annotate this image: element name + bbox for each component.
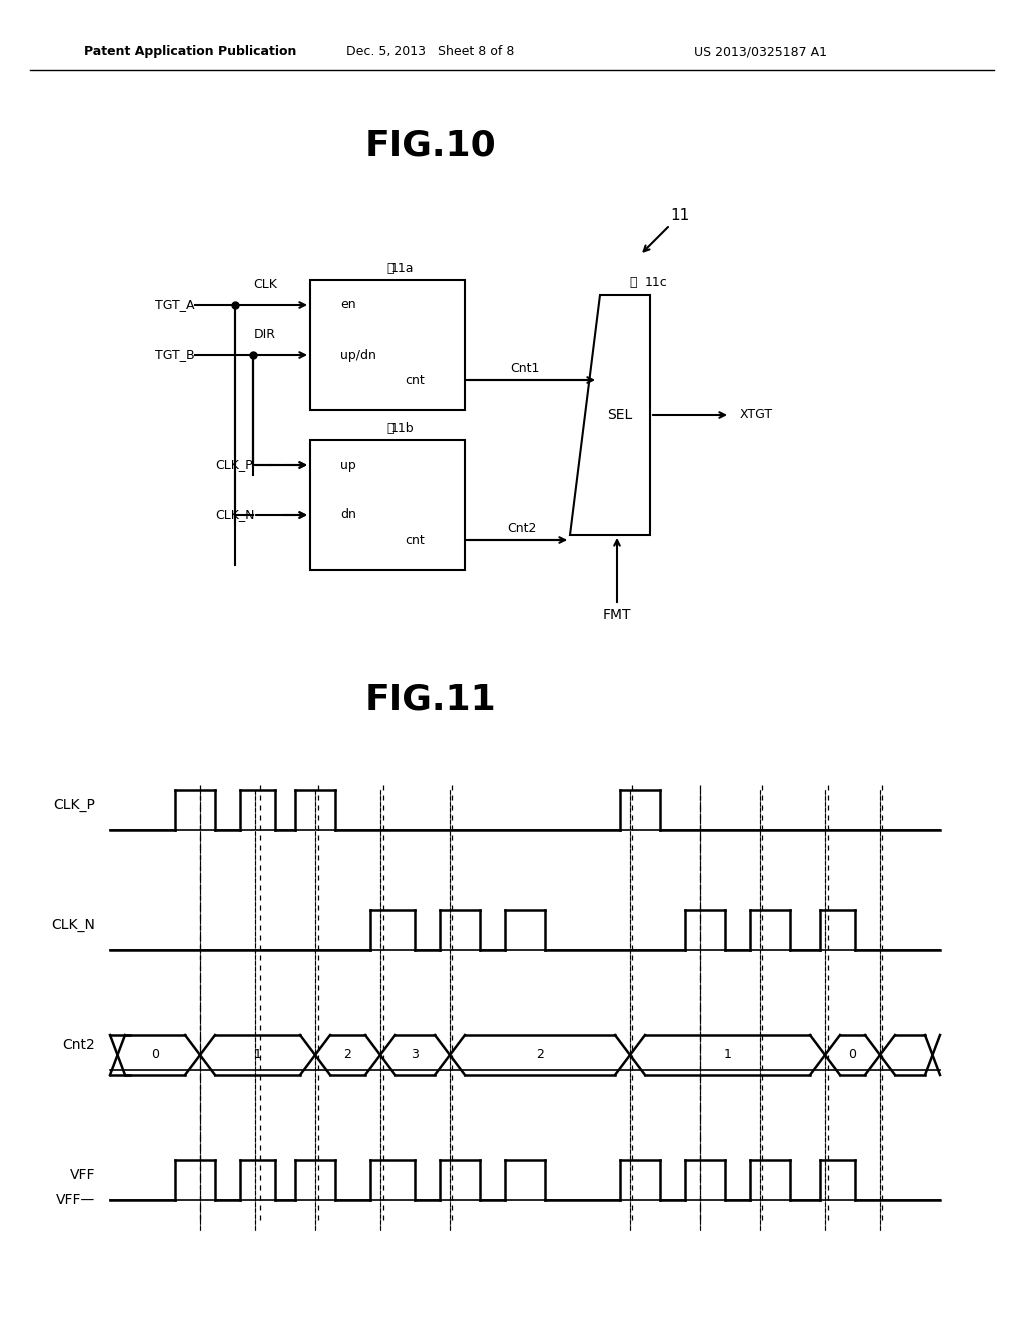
Text: CLK_N: CLK_N [215, 508, 255, 521]
Text: Cnt1: Cnt1 [510, 362, 540, 375]
Text: TGT_A: TGT_A [155, 298, 195, 312]
Text: FIG.10: FIG.10 [365, 128, 496, 162]
Text: dn: dn [340, 508, 356, 521]
Text: US 2013/0325187 A1: US 2013/0325187 A1 [693, 45, 826, 58]
Text: 1: 1 [254, 1048, 261, 1061]
Text: 3: 3 [411, 1048, 419, 1061]
Text: 2: 2 [344, 1048, 351, 1061]
Text: ⎰: ⎰ [630, 276, 637, 289]
Text: Cnt2: Cnt2 [507, 521, 537, 535]
Text: en: en [340, 298, 355, 312]
Text: 11a: 11a [390, 261, 414, 275]
Text: cnt: cnt [406, 533, 425, 546]
Text: 0: 0 [151, 1048, 159, 1061]
Text: Cnt2: Cnt2 [62, 1038, 95, 1052]
Text: ⎰: ⎰ [386, 261, 394, 275]
Text: Patent Application Publication: Patent Application Publication [84, 45, 296, 58]
Bar [310, 440, 465, 570]
Text: VFF—: VFF— [55, 1193, 95, 1206]
Text: CLK_N: CLK_N [51, 917, 95, 932]
Text: CLK_P: CLK_P [53, 799, 95, 812]
Text: 1: 1 [724, 1048, 731, 1061]
Text: 11: 11 [671, 207, 689, 223]
Text: FIG.11: FIG.11 [365, 682, 496, 717]
Text: ⎰: ⎰ [386, 421, 394, 434]
Text: cnt: cnt [406, 374, 425, 387]
Text: TGT_B: TGT_B [155, 348, 195, 362]
Text: up/dn: up/dn [340, 348, 376, 362]
Bar [310, 280, 465, 411]
Text: Dec. 5, 2013   Sheet 8 of 8: Dec. 5, 2013 Sheet 8 of 8 [346, 45, 514, 58]
Text: up: up [340, 458, 355, 471]
Text: SEL: SEL [607, 408, 633, 422]
Text: 11c: 11c [645, 276, 668, 289]
Text: CLK_P: CLK_P [215, 458, 253, 471]
Text: 11b: 11b [390, 421, 414, 434]
Text: FMT: FMT [603, 609, 631, 622]
Text: VFF: VFF [70, 1168, 95, 1181]
Text: XTGT: XTGT [740, 408, 773, 421]
Polygon shape [570, 294, 650, 535]
Text: 2: 2 [536, 1048, 544, 1061]
Text: 0: 0 [849, 1048, 856, 1061]
Text: DIR: DIR [254, 329, 276, 342]
Text: CLK: CLK [253, 279, 276, 292]
